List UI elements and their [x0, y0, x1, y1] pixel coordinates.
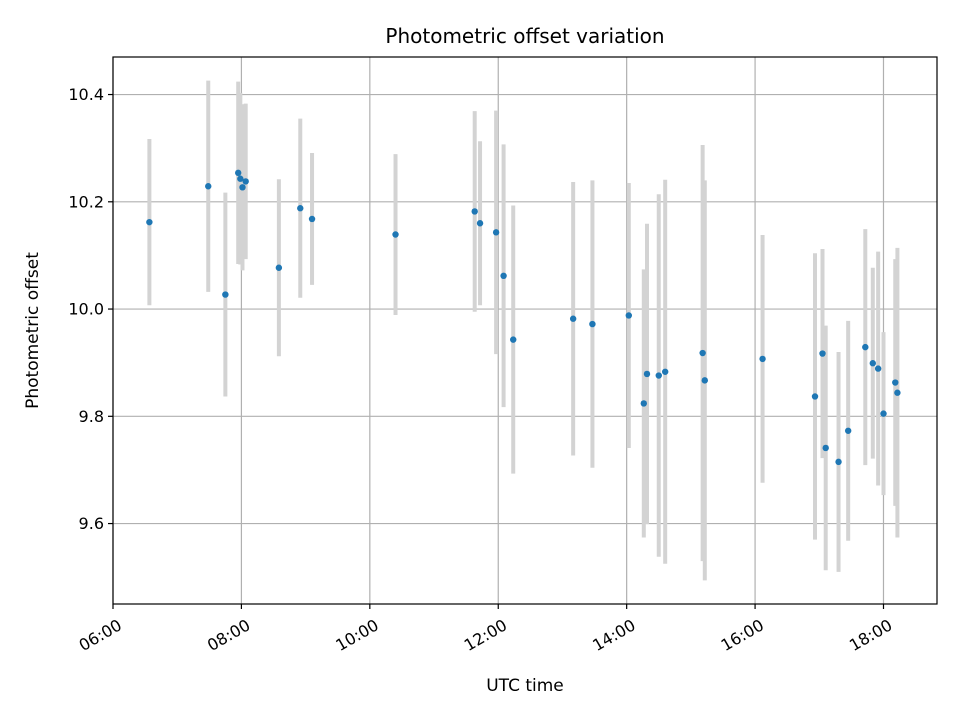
- y-tick-label: 9.6: [79, 514, 104, 533]
- data-point: [242, 178, 249, 185]
- data-point: [510, 336, 517, 343]
- data-point: [869, 360, 876, 367]
- data-point: [894, 389, 901, 396]
- data-point: [239, 184, 246, 191]
- chart-title: Photometric offset variation: [385, 24, 664, 48]
- data-point: [589, 320, 596, 328]
- data-point: [835, 458, 842, 466]
- y-tick-label: 10.4: [68, 85, 104, 104]
- data-point: [643, 370, 651, 378]
- data-point: [759, 355, 766, 363]
- data-point: [392, 231, 399, 238]
- x-tick-label: 12:00: [461, 615, 510, 655]
- x-tick-label: 14:00: [589, 615, 638, 655]
- data-point: [492, 229, 500, 236]
- data-point: [308, 215, 316, 223]
- data-point: [701, 377, 708, 384]
- x-tick-label: 06:00: [76, 615, 125, 655]
- x-tick-label: 16:00: [718, 615, 767, 655]
- data-point: [625, 312, 633, 319]
- y-tick-label: 9.8: [79, 407, 104, 426]
- data-point: [471, 208, 478, 215]
- data-point: [297, 205, 304, 212]
- data-point: [880, 410, 887, 417]
- data-point: [819, 350, 826, 357]
- data-points: [146, 169, 901, 466]
- data-point: [874, 365, 882, 372]
- data-point: [569, 315, 577, 322]
- data-point: [205, 183, 212, 190]
- x-tick-label: 18:00: [846, 615, 895, 655]
- data-point: [661, 368, 669, 375]
- data-point: [811, 393, 819, 400]
- plot-frame: [112, 56, 938, 605]
- data-point: [146, 218, 153, 226]
- data-point: [237, 175, 244, 182]
- y-tick-label: 10.0: [68, 300, 104, 319]
- x-axis-label: UTC time: [486, 676, 564, 696]
- y-axis-label: Photometric offset: [23, 252, 43, 409]
- data-point: [476, 220, 484, 227]
- data-point: [235, 169, 242, 177]
- x-axis-ticks: 06:00 08:00 10:00 12:00 14:00 16:00 18:00: [76, 604, 895, 655]
- data-point: [222, 291, 229, 298]
- data-point: [655, 372, 662, 379]
- data-point: [862, 343, 869, 351]
- data-point: [892, 379, 899, 386]
- data-point: [699, 349, 706, 357]
- data-point: [822, 444, 829, 452]
- error-bars: [147, 80, 900, 581]
- x-tick-label: 08:00: [204, 615, 253, 655]
- y-axis-ticks: 9.6 9.8 10.0 10.2 10.4: [68, 85, 113, 533]
- data-point: [640, 400, 647, 407]
- data-point: [500, 272, 507, 279]
- data-point: [275, 264, 283, 271]
- data-point: [844, 427, 852, 434]
- x-tick-label: 10:00: [332, 615, 381, 655]
- y-tick-label: 10.2: [68, 192, 104, 211]
